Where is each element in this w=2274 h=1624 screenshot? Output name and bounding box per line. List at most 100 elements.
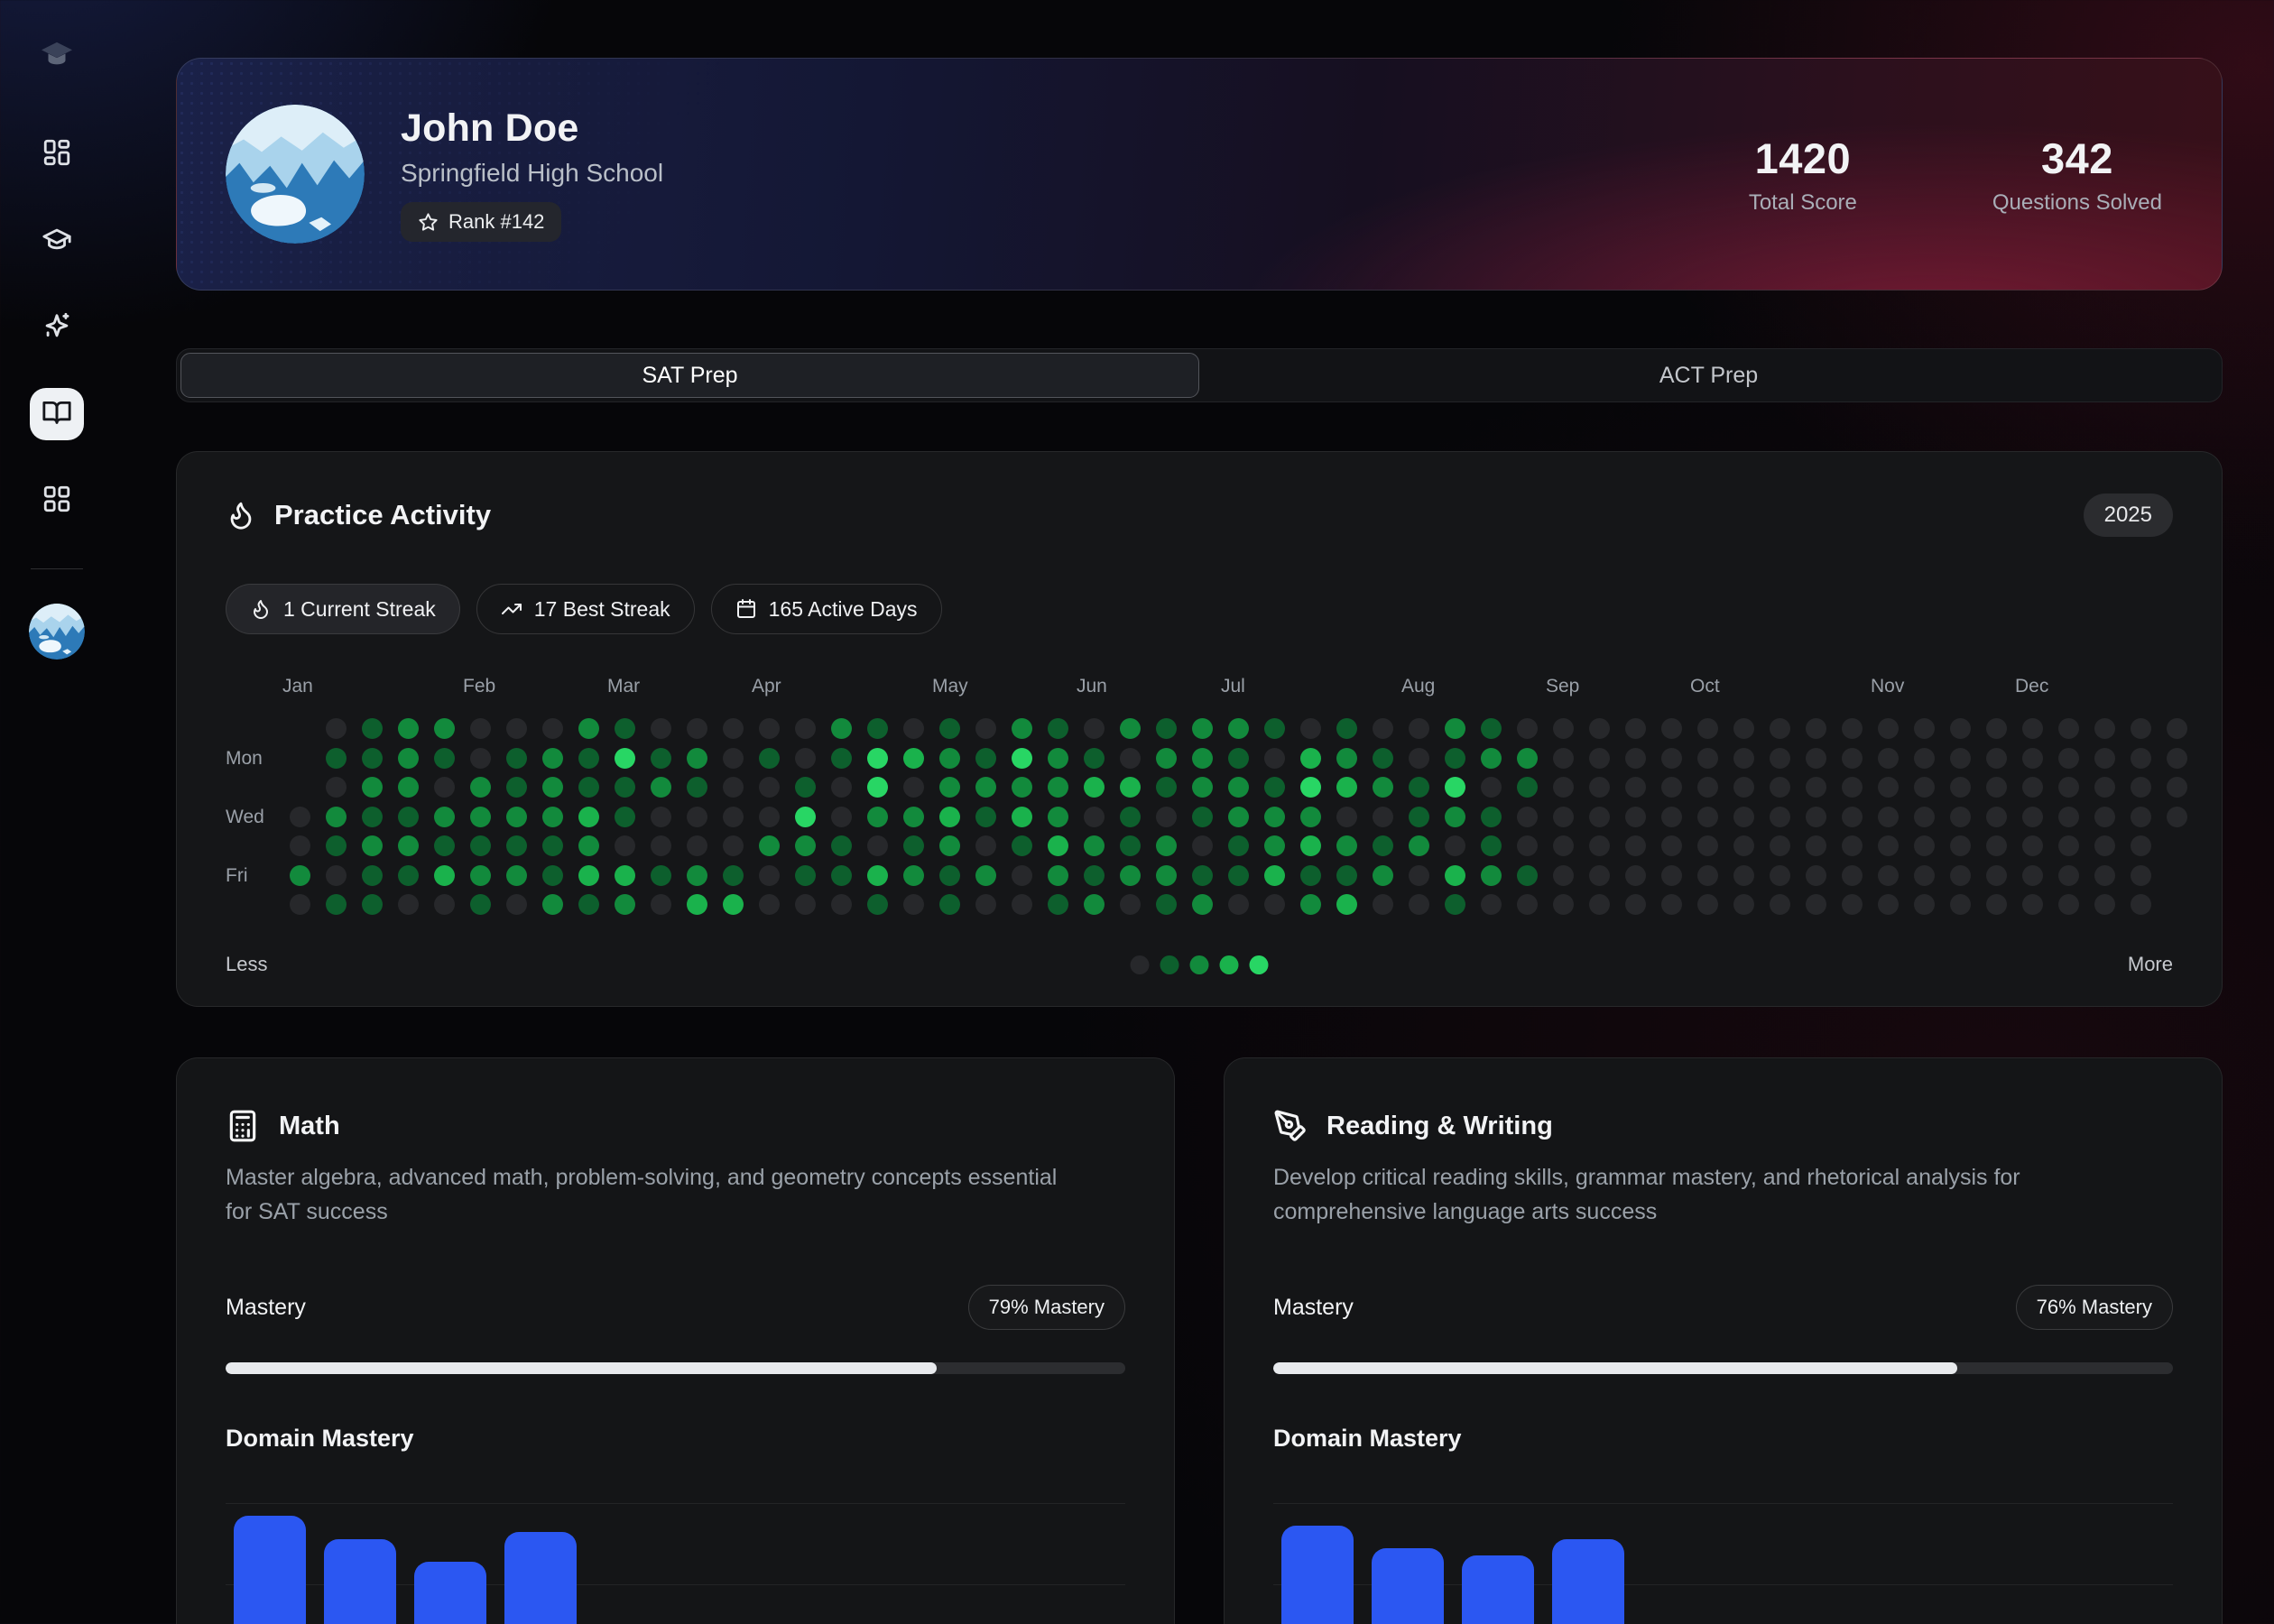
- heatmap-dot: [1770, 864, 1790, 886]
- heatmap-dot: [1625, 777, 1646, 798]
- heatmap-dot: [1264, 718, 1285, 739]
- heatmap-dot: [2058, 864, 2079, 886]
- heatmap-dot: [2094, 777, 2115, 798]
- heatmap-dot: [1300, 864, 1321, 886]
- heatmap-dot: [1697, 864, 1718, 886]
- heatmap-dot: [1517, 747, 1538, 769]
- heatmap-dot: [542, 777, 563, 798]
- heatmap-dot: [1120, 806, 1141, 827]
- sidebar-avatar[interactable]: [29, 604, 85, 660]
- layout-grid-icon: [42, 484, 72, 519]
- heatmap-month-label: Feb: [463, 676, 496, 697]
- heatmap-dot: [1733, 864, 1754, 886]
- heatmap-month-label: Sep: [1546, 676, 1580, 697]
- tab-sat-prep[interactable]: SAT Prep: [180, 353, 1199, 398]
- heatmap-dot: [1120, 718, 1141, 739]
- chart-gridline: [226, 1584, 1125, 1585]
- heatmap-dot: [687, 806, 707, 827]
- domain-bar: [504, 1532, 577, 1624]
- heatmap-dot: [1373, 747, 1393, 769]
- heatmap-dot: [1589, 747, 1610, 769]
- heatmap-dot: [1842, 806, 1863, 827]
- heatmap-dot: [2058, 777, 2079, 798]
- heatmap-dot: [1336, 864, 1357, 886]
- heatmap-dot: [759, 835, 780, 856]
- heatmap-dot: [1228, 835, 1249, 856]
- heatmap-dot: [1806, 747, 1826, 769]
- heatmap-dot: [1625, 806, 1646, 827]
- heatmap-dot: [578, 835, 599, 856]
- heatmap-dot: [1986, 806, 2007, 827]
- heatmap-dot: [687, 747, 707, 769]
- chart-gridline: [1273, 1584, 2173, 1585]
- prep-tabs: SAT Prep ACT Prep: [176, 348, 2223, 402]
- heatmap-dot: [1553, 864, 1574, 886]
- practice-title: Practice Activity: [274, 499, 492, 531]
- heatmap-dot: [975, 718, 996, 739]
- sidebar-item-ai-tools[interactable]: [30, 301, 84, 354]
- heatmap-dot: [2131, 777, 2151, 798]
- subject-card-reading-writing[interactable]: Reading & Writing Develop critical readin…: [1224, 1057, 2223, 1624]
- heatmap-dot: [1986, 894, 2007, 915]
- heatmap-dot: [615, 864, 635, 886]
- heatmap-dot: [723, 718, 744, 739]
- heatmap-dot: [326, 747, 347, 769]
- heatmap-dot: [903, 747, 924, 769]
- heatmap-dot: [867, 835, 888, 856]
- heatmap-dot: [795, 747, 816, 769]
- heatmap-dot: [1553, 777, 1574, 798]
- heatmap-dot: [1878, 747, 1899, 769]
- sparkles-icon: [42, 310, 72, 346]
- subject-card-math[interactable]: Math Master algebra, advanced math, probl…: [176, 1057, 1175, 1624]
- heatmap-dot: [362, 835, 383, 856]
- header-stat: 1420 Total Score: [1749, 134, 1857, 216]
- heatmap-dot: [434, 806, 455, 827]
- main-content: John Doe Springfield High School Rank #1…: [114, 0, 2274, 1624]
- heatmap-dot: [1589, 835, 1610, 856]
- heatmap-dot: [651, 864, 671, 886]
- heatmap-dot: [1625, 894, 1646, 915]
- heatmap-dot: [1084, 835, 1105, 856]
- heatmap-dot: [651, 718, 671, 739]
- domain-bar: [1372, 1548, 1444, 1624]
- heatmap-dot: [975, 835, 996, 856]
- heatmap-dot: [578, 718, 599, 739]
- sidebar-item-courses[interactable]: [30, 215, 84, 267]
- heatmap-dot: [1192, 777, 1213, 798]
- sidebar-item-practice[interactable]: [30, 388, 84, 440]
- heatmap-dot: [975, 777, 996, 798]
- sidebar-item-dashboard[interactable]: [30, 128, 84, 180]
- heatmap-dot: [326, 835, 347, 856]
- heatmap-dot: [1192, 806, 1213, 827]
- heatmap-dot: [470, 718, 491, 739]
- pen-tool-icon: [1273, 1109, 1308, 1143]
- heatmap-dot: [1661, 864, 1682, 886]
- heatmap-dot: [1409, 718, 1429, 739]
- streak-badge: 17 Best Streak: [476, 584, 695, 634]
- heatmap-dot: [398, 777, 419, 798]
- heatmap-dot: [615, 835, 635, 856]
- profile-avatar: [226, 105, 365, 244]
- heatmap-dot: [326, 718, 347, 739]
- heatmap-dot: [1914, 777, 1935, 798]
- heatmap-dot: [651, 777, 671, 798]
- heatmap-dot: [362, 806, 383, 827]
- layout-dashboard-icon: [42, 137, 72, 172]
- year-badge[interactable]: 2025: [2083, 494, 2173, 537]
- heatmap-dot: [1445, 747, 1465, 769]
- heatmap-dot: [1878, 718, 1899, 739]
- heatmap-dot: [2131, 894, 2151, 915]
- heatmap-dot: [1517, 864, 1538, 886]
- heatmap-dot: [1192, 718, 1213, 739]
- heatmap-dot: [362, 894, 383, 915]
- heatmap-dot: [1770, 835, 1790, 856]
- heatmap-dot: [1842, 777, 1863, 798]
- sidebar-item-apps[interactable]: [30, 475, 84, 527]
- heatmap-dot: [1986, 747, 2007, 769]
- heatmap-dot: [506, 747, 527, 769]
- heatmap-dot: [1589, 806, 1610, 827]
- tab-act-prep[interactable]: ACT Prep: [1659, 362, 1759, 388]
- heatmap-dot: [759, 718, 780, 739]
- heatmap-dot: [1300, 806, 1321, 827]
- domain-bar: [1552, 1538, 1624, 1624]
